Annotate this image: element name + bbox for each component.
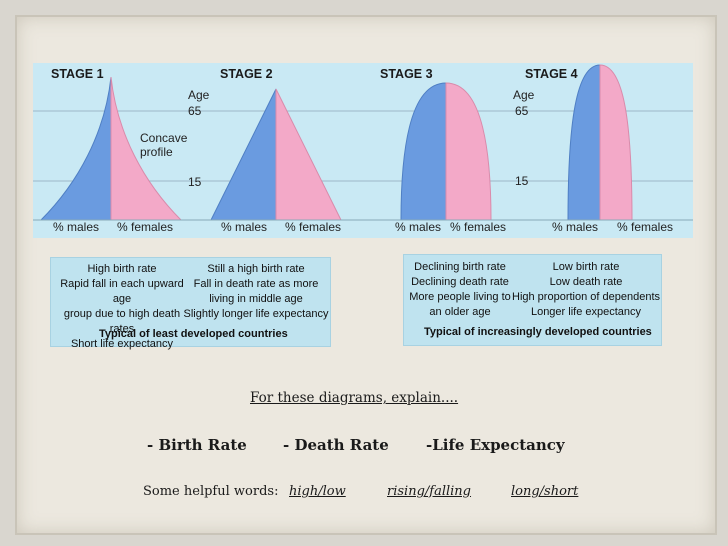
least-developed-col-2: Still a high birth rate Fall in death ra… bbox=[183, 262, 329, 322]
developed-col-2-line: Longer life expectancy bbox=[530, 306, 642, 318]
developed-col-1-line: Declining birth rate bbox=[414, 261, 506, 273]
stage-3-females-label: % females bbox=[450, 220, 507, 234]
least-developed-caption: Typical of least developed countries bbox=[99, 328, 288, 340]
term-life-expectancy: -Life Expectancy bbox=[426, 436, 565, 454]
least-developed-col-2-line: Still a high birth rate bbox=[207, 263, 305, 275]
helpful-word-rising-falling: rising/falling bbox=[387, 484, 472, 499]
population-pyramid-figure: STAGE 1 STAGE 2 STAGE 3 STAGE 4 Age 65 A… bbox=[33, 63, 693, 238]
least-developed-col-1-line: group due to high death rates bbox=[63, 308, 181, 335]
least-developed-col-1: High birth rate Rapid fall in each upwar… bbox=[53, 262, 191, 352]
pyramid-stage-3 bbox=[400, 82, 492, 221]
age-label-stage-2: Age bbox=[188, 88, 210, 102]
stage-1-males-label: % males bbox=[53, 220, 100, 234]
term-birth-rate: - Birth Rate bbox=[147, 436, 247, 454]
least-developed-col-1-line: High birth rate bbox=[87, 263, 157, 275]
developed-col-1-line: an older age bbox=[429, 306, 491, 318]
least-developed-col-1-line: Rapid fall in each upward age bbox=[60, 278, 184, 305]
developed-col-2-line: Low death rate bbox=[549, 276, 623, 288]
developed-col-1-line: Declining death rate bbox=[411, 276, 509, 288]
pyramid-svg bbox=[33, 63, 693, 238]
age-65-label-stage-2: 65 bbox=[188, 104, 202, 118]
helpful-word-high-low: high/low bbox=[289, 484, 346, 499]
least-developed-box: High birth rate Rapid fall in each upwar… bbox=[50, 257, 331, 350]
age-15-label-stage-4: 15 bbox=[515, 174, 529, 188]
stage-4-males-label: % males bbox=[552, 220, 599, 234]
least-developed-col-2-line: Slightly longer life expectancy bbox=[183, 308, 329, 320]
stage-1-title: STAGE 1 bbox=[51, 67, 104, 81]
age-65-label-stage-4: 65 bbox=[515, 104, 529, 118]
developed-col-2-line: Low birth rate bbox=[552, 261, 620, 273]
helpful-words-lead: Some helpful words: bbox=[143, 484, 279, 499]
stage-1-females-label: % females bbox=[117, 220, 174, 234]
least-developed-col-2-line: Fall in death rate as more bbox=[193, 278, 319, 290]
age-label-stage-4: Age bbox=[513, 88, 535, 102]
term-death-rate: - Death Rate bbox=[283, 436, 389, 454]
pyramid-stage-4 bbox=[567, 64, 633, 221]
developed-col-2: Low birth rate Low death rate High propo… bbox=[512, 260, 660, 320]
developed-col-1: Declining birth rate Declining death rat… bbox=[404, 260, 516, 320]
stage-2-title: STAGE 2 bbox=[220, 67, 273, 81]
helpful-word-long-short: long/short bbox=[511, 484, 579, 499]
concave-label-line-1: Concave bbox=[140, 131, 188, 145]
least-developed-col-1-line: Short life expectancy bbox=[70, 338, 174, 350]
concave-label-line-2: profile bbox=[140, 145, 173, 159]
developed-col-2-line: High proportion of dependents bbox=[512, 291, 660, 303]
stage-3-title: STAGE 3 bbox=[380, 67, 433, 81]
stage-2-females-label: % females bbox=[285, 220, 342, 234]
developed-caption: Typical of increasingly developed countr… bbox=[424, 326, 652, 338]
explain-prompt: For these diagrams, explain.... bbox=[250, 390, 459, 406]
age-15-label-stage-2: 15 bbox=[188, 175, 202, 189]
stage-4-title: STAGE 4 bbox=[525, 67, 578, 81]
stage-4-females-label: % females bbox=[617, 220, 674, 234]
stage-2-males-label: % males bbox=[221, 220, 268, 234]
developed-box: Declining birth rate Declining death rat… bbox=[403, 254, 662, 346]
least-developed-col-2-line: living in middle age bbox=[209, 293, 303, 305]
developed-col-1-line: More people living to bbox=[409, 291, 511, 303]
stage-3-males-label: % males bbox=[395, 220, 442, 234]
